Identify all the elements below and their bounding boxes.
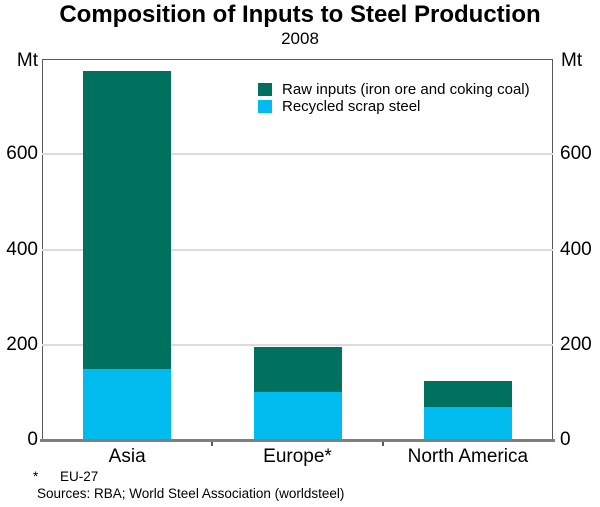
sources-line: Sources: RBA; World Steel Association (w… <box>37 486 345 501</box>
footnote-marker: * <box>33 469 39 484</box>
y-axis-unit-left: Mt <box>16 50 38 71</box>
x-axis-tick <box>211 440 214 446</box>
x-axis-label-north-america: North America <box>407 446 529 467</box>
gridline-200 <box>42 343 553 346</box>
y-tick-label-left-400: 400 <box>6 238 38 260</box>
y-tick-label-right-200: 200 <box>560 333 592 355</box>
gridline-400 <box>42 248 553 251</box>
x-axis-label-europe-: Europe* <box>263 446 332 467</box>
bar-segment-asia-recycled-scrap <box>83 368 172 440</box>
legend-label: Raw inputs (iron ore and coking coal) <box>282 81 530 98</box>
y-tick-label-left-600: 600 <box>6 143 38 165</box>
legend-swatch-recycled-scrap <box>258 100 272 113</box>
legend-item: Raw inputs (iron ore and coking coal) <box>258 81 530 98</box>
footnote-text: EU-27 <box>60 469 99 484</box>
chart-title: Composition of Inputs to Steel Productio… <box>59 1 541 28</box>
y-axis-unit-right: Mt <box>561 50 583 71</box>
bar-segment-europe--recycled-scrap <box>253 392 342 440</box>
x-axis-label-asia: Asia <box>108 446 146 467</box>
y-tick-label-right-400: 400 <box>560 238 592 260</box>
gridline-600 <box>42 153 553 156</box>
legend: Raw inputs (iron ore and coking coal) Rec… <box>258 81 530 115</box>
bar-segment-north-america-recycled-scrap <box>423 406 512 440</box>
y-tick-label-left-200: 200 <box>6 333 38 355</box>
legend-label: Recycled scrap steel <box>282 98 421 115</box>
x-axis-tick <box>381 440 384 446</box>
x-axis-line <box>40 439 555 442</box>
chart-subtitle: 2008 <box>281 29 319 48</box>
bar-segment-europe--raw-inputs <box>253 347 342 393</box>
legend-item: Recycled scrap steel <box>258 98 530 115</box>
bar-segment-asia-raw-inputs <box>83 70 172 369</box>
y-tick-label-right-600: 600 <box>560 143 592 165</box>
legend-swatch-raw-inputs <box>258 83 272 96</box>
y-tick-label-right-0: 0 <box>560 429 571 450</box>
footnote: * EU-27 <box>33 469 98 484</box>
y-tick-label-left-0: 0 <box>27 429 38 450</box>
bar-segment-north-america-raw-inputs <box>423 381 512 407</box>
